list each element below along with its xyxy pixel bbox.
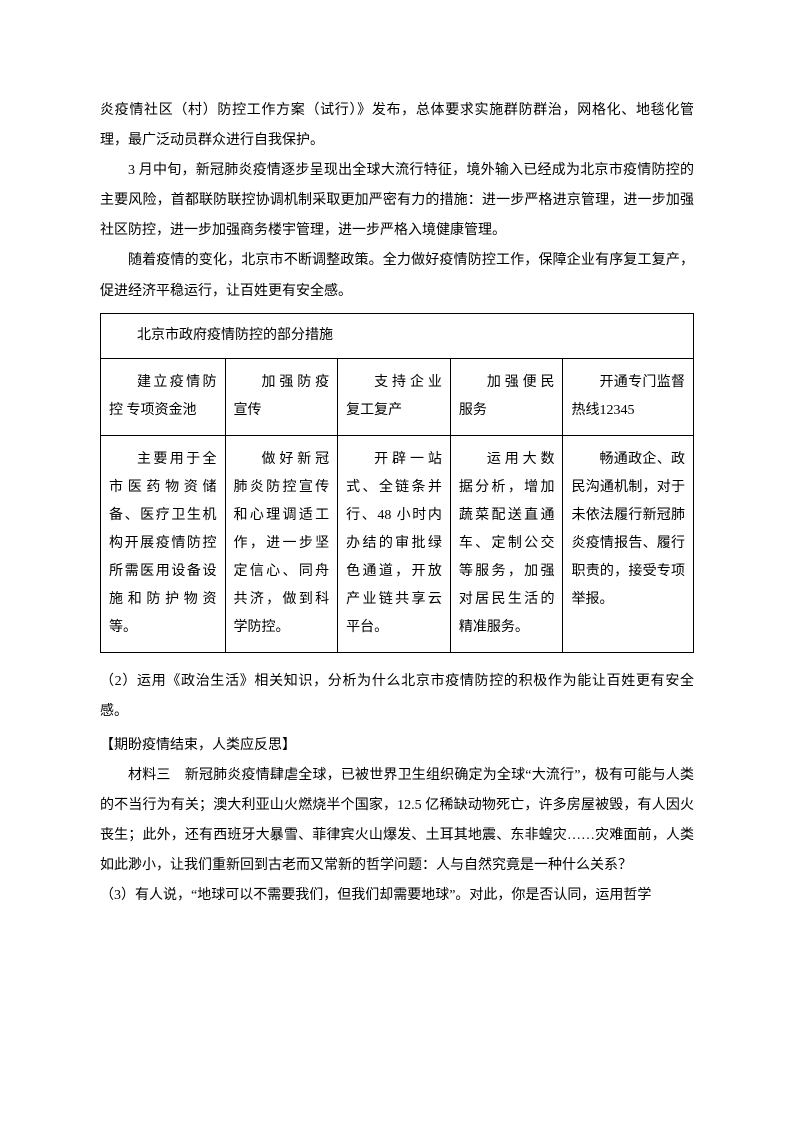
material-3: 材料三 新冠肺炎疫情肆虐全球，已被世界卫生组织确定为全球“大流行”，极有可能与人… xyxy=(100,761,694,881)
paragraph-2: 3 月中旬，新冠肺炎疫情逐步呈现出全球大流行特征，境外输入已经成为北京市疫情防控… xyxy=(100,156,694,246)
table-body-row: 主要用于全市医药物资储备、医疗卫生机构开展疫情防控所需医用设备设施和防护物资等。… xyxy=(101,435,694,652)
table-header-3: 支持企业复工复产 xyxy=(338,358,451,435)
table-cell-1: 主要用于全市医药物资储备、医疗卫生机构开展疫情防控所需医用设备设施和防护物资等。 xyxy=(101,435,226,652)
table-header-1: 建立疫情防控 专项资金池 xyxy=(101,358,226,435)
table-cell-2: 做好新冠肺炎防控宣传和心理调适工作，进一步坚定信心、同舟共济，做到科学防控。 xyxy=(225,435,338,652)
table-title-row: 北京市政府疫情防控的部分措施 xyxy=(101,313,694,358)
section-heading: 【期盼疫情结束，人类应反思】 xyxy=(100,731,694,761)
table-header-row: 建立疫情防控 专项资金池 加强防疫宣传 支持企业复工复产 加强便民服务 开通专门… xyxy=(101,358,694,435)
measures-table: 北京市政府疫情防控的部分措施 建立疫情防控 专项资金池 加强防疫宣传 支持企业复… xyxy=(100,313,694,653)
paragraph-1: 炎疫情社区（村）防控工作方案（试行）》发布，总体要求实施群防群治，网格化、地毯化… xyxy=(100,96,694,156)
table-header-4: 加强便民服务 xyxy=(450,358,563,435)
table-header-5: 开通专门监督 热线12345 xyxy=(563,358,694,435)
table-header-2: 加强防疫宣传 xyxy=(225,358,338,435)
table-cell-4: 运用大数据分析，增加蔬菜配送直通车、定制公交等服务，加强对居民生活的精准服务。 xyxy=(450,435,563,652)
table-cell-5: 畅通政企、政民沟通机制，对于未依法履行新冠肺炎疫情报告、履行职责的，接受专项举报… xyxy=(563,435,694,652)
table-title: 北京市政府疫情防控的部分措施 xyxy=(101,313,694,358)
paragraph-3: 随着疫情的变化，北京市不断调整政策。全力做好疫情防控工作，保障企业有序复工复产，… xyxy=(100,246,694,306)
document-page: 炎疫情社区（村）防控工作方案（试行）》发布，总体要求实施群防群治，网格化、地毯化… xyxy=(0,0,794,1123)
question-2: （2）运用《政治生活》相关知识，分析为什么北京市疫情防控的积极作为能让百姓更有安… xyxy=(100,667,694,727)
question-3: （3）有人说，“地球可以不需要我们，但我们却需要地球”。对此，你是否认同，运用哲… xyxy=(100,881,694,911)
table-cell-3: 开辟一站式、全链条并行、48 小时内办结的审批绿色通道，开放产业链共享云平台。 xyxy=(338,435,451,652)
